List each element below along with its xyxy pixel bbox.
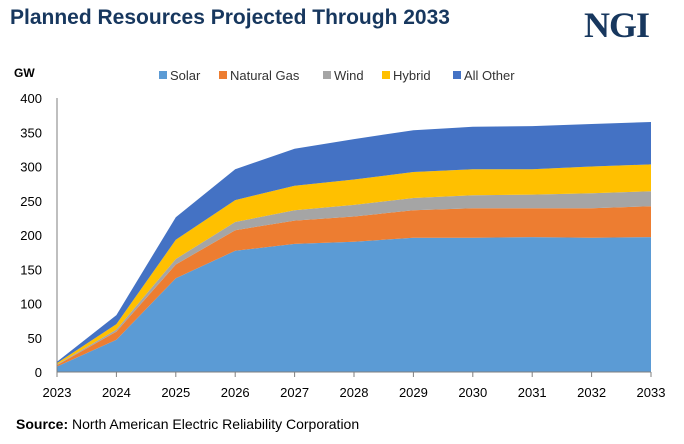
x-tick-label: 2025 — [161, 385, 190, 400]
source-label: Source: — [16, 416, 69, 432]
area-all-other — [57, 122, 651, 364]
legend-swatch-wind — [323, 71, 331, 79]
x-tick-label: 2023 — [43, 385, 72, 400]
legend-label-hybrid: Hybrid — [393, 68, 431, 83]
x-tick-label: 2029 — [399, 385, 428, 400]
legend-label-wind: Wind — [334, 68, 364, 83]
legend-label-all-other: All Other — [464, 68, 515, 83]
y-axis-label: GW — [14, 66, 35, 80]
legend-label-solar: Solar — [170, 68, 201, 83]
y-tick-label: 50 — [28, 331, 42, 346]
x-tick-labels: 2023 2024 2025 2026 2027 2028 2029 2030 2031 2032… — [43, 372, 666, 400]
y-tick-label: 300 — [20, 160, 42, 175]
y-tick-label: 0 — [35, 365, 42, 380]
area-hybrid — [57, 164, 651, 365]
x-tick-label: 2024 — [102, 385, 131, 400]
legend: Solar Natural Gas Wind Hybrid All Other — [159, 68, 515, 83]
legend-swatch-natural-gas — [219, 71, 227, 79]
y-tick-label: 100 — [20, 297, 42, 312]
x-tick-label: 2032 — [577, 385, 606, 400]
ngi-logo: NGI — [584, 5, 650, 45]
x-tick-label: 2027 — [280, 385, 309, 400]
y-tick-label: 200 — [20, 228, 42, 243]
y-tick-label: 350 — [20, 125, 42, 140]
series-areas — [57, 122, 651, 372]
source-text: North American Electric Reliability Corp… — [72, 416, 360, 432]
x-tick-label: 2028 — [340, 385, 369, 400]
legend-swatch-all-other — [453, 71, 461, 79]
legend-label-natural-gas: Natural Gas — [230, 68, 300, 83]
x-tick-label: 2030 — [458, 385, 487, 400]
chart-title: Planned Resources Projected Through 2033 — [10, 6, 450, 29]
stacked-area-chart: Solar Natural Gas Wind Hybrid All Other 0 50 1… — [20, 68, 666, 400]
x-tick-label: 2026 — [221, 385, 250, 400]
y-tick-label: 400 — [20, 91, 42, 106]
area-natural-gas — [57, 206, 651, 367]
legend-swatch-solar — [159, 71, 167, 79]
x-tick-label: 2031 — [518, 385, 547, 400]
source-note: Source: North American Electric Reliabil… — [16, 416, 359, 432]
legend-swatch-hybrid — [382, 71, 390, 79]
y-tick-label: 250 — [20, 194, 42, 209]
x-tick-label: 2033 — [637, 385, 666, 400]
y-tick-label: 150 — [20, 262, 42, 277]
area-solar — [57, 237, 651, 372]
y-tick-labels: 0 50 100 150 200 250 300 350 400 — [20, 91, 42, 380]
